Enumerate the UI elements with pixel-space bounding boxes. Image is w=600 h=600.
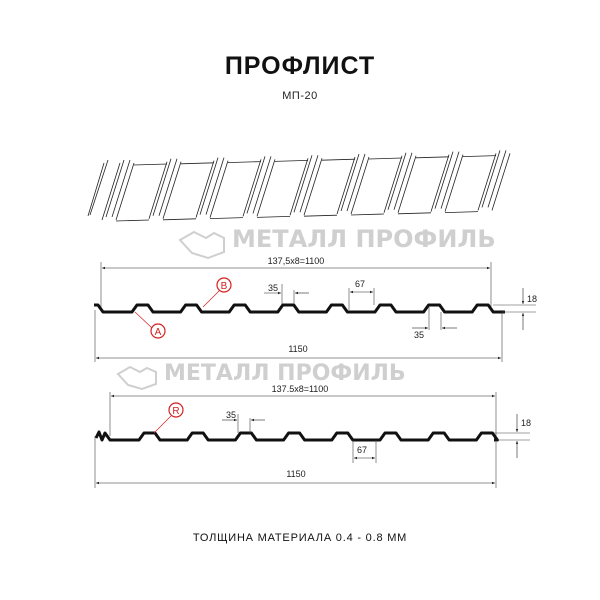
- sheet-edge: [415, 156, 450, 159]
- svg-text:МЕТАЛЛ ПРОФИЛЬ: МЕТАЛЛ ПРОФИЛЬ: [164, 361, 406, 386]
- marker-b: [216, 277, 232, 293]
- sheet-3d-view: [87, 150, 511, 222]
- sheet-edge: [299, 155, 319, 213]
- profile-section-1: 137,5x8=1100 1150 35 67 35 18 A B: [94, 256, 537, 362]
- sheet-edge: [293, 155, 313, 213]
- top-width-label: 35: [226, 410, 236, 420]
- profile-line: [94, 303, 505, 314]
- height-label: 18: [527, 294, 537, 304]
- sheet-edge: [115, 219, 150, 222]
- sheet-edge: [252, 156, 272, 214]
- svg-text:A: A: [155, 327, 162, 338]
- sheet-edge: [205, 157, 225, 215]
- sheet-edge: [148, 161, 168, 219]
- sheet-edge: [321, 158, 356, 161]
- sheet-edge: [162, 161, 182, 219]
- sheet-edge: [199, 157, 219, 215]
- profile-line: [94, 430, 499, 442]
- sheet-edge: [462, 155, 497, 157]
- sheet-edge: [397, 212, 432, 215]
- page-title: ПРОФЛИСТ: [224, 52, 376, 80]
- sheet-edge: [111, 159, 131, 218]
- width-label: 1150: [288, 344, 307, 354]
- sheet-edge: [434, 151, 454, 209]
- sheet-edge: [383, 155, 403, 213]
- sheet-edge: [336, 156, 356, 215]
- sheet-edge: [209, 160, 229, 218]
- sheet-edge: [491, 153, 511, 211]
- pitch-label: 137.5x8=1100: [272, 384, 329, 394]
- marker-a: [150, 323, 166, 339]
- material-thickness: ТОЛЩИНА МАТЕРИАЛА 0.4 - 0.8 ММ: [192, 532, 408, 544]
- svg-text:R: R: [172, 406, 179, 417]
- sheet-edge: [180, 162, 215, 165]
- width-label: 1150: [286, 469, 305, 479]
- sheet-edge: [162, 218, 197, 221]
- sheet-edge: [152, 158, 172, 216]
- sheet-edge: [195, 160, 215, 218]
- sheet-edge: [387, 152, 407, 210]
- sheet-edge: [440, 151, 460, 209]
- sheet-edge: [477, 153, 497, 211]
- sheet-edge: [209, 217, 244, 219]
- watermark-1: МЕТАЛЛ ПРОФИЛЬ: [178, 225, 496, 260]
- sheet-edge: [101, 162, 121, 221]
- bottom-width-label: 35: [414, 330, 424, 340]
- sheet-edge: [89, 159, 109, 216]
- pitch-label: 137,5x8=1100: [268, 256, 325, 266]
- sheet-edge: [350, 156, 370, 215]
- sheet-edge: [340, 153, 360, 212]
- sheet-edge: [256, 159, 276, 217]
- height-label: 18: [521, 418, 531, 428]
- sheet-edge: [227, 161, 262, 163]
- sheet-edge: [481, 150, 501, 208]
- sheet-edge: [242, 159, 262, 217]
- crest-label: 67: [357, 445, 367, 455]
- top-width-label: 35: [268, 283, 278, 293]
- profile-model: МП-20: [282, 90, 318, 102]
- crest-label: 67: [355, 279, 365, 289]
- sheet-edge: [368, 157, 403, 160]
- sheet-edge: [246, 156, 266, 214]
- sheet-edge: [115, 162, 135, 221]
- sheet-edge: [393, 152, 413, 210]
- sheet-edge: [105, 159, 125, 218]
- sheet-edge: [346, 153, 366, 212]
- svg-text:МЕТАЛЛ ПРОФИЛЬ: МЕТАЛЛ ПРОФИЛЬ: [232, 225, 496, 253]
- sheet-edge: [350, 213, 385, 216]
- marker-r: [168, 402, 184, 418]
- watermark-2: МЕТАЛЛ ПРОФИЛЬ: [116, 361, 406, 391]
- sheet-edge: [274, 160, 309, 162]
- sheet-edge: [444, 211, 479, 213]
- sheet-edge: [487, 150, 507, 208]
- sheet-edge: [430, 154, 450, 212]
- svg-text:B: B: [221, 281, 228, 292]
- sheet-edge: [444, 154, 464, 212]
- sheet-edge: [397, 155, 417, 213]
- sheet-edge: [133, 163, 168, 166]
- sheet-edge: [303, 158, 323, 216]
- profile-section-2: 137.5x8=1100 1150 35 67 18 R: [94, 384, 531, 488]
- sheet-edge: [87, 162, 105, 217]
- sheet-edge: [256, 216, 291, 218]
- sheet-edge: [289, 158, 309, 216]
- sheet-edge: [303, 214, 338, 217]
- sheet-edge: [158, 158, 178, 216]
